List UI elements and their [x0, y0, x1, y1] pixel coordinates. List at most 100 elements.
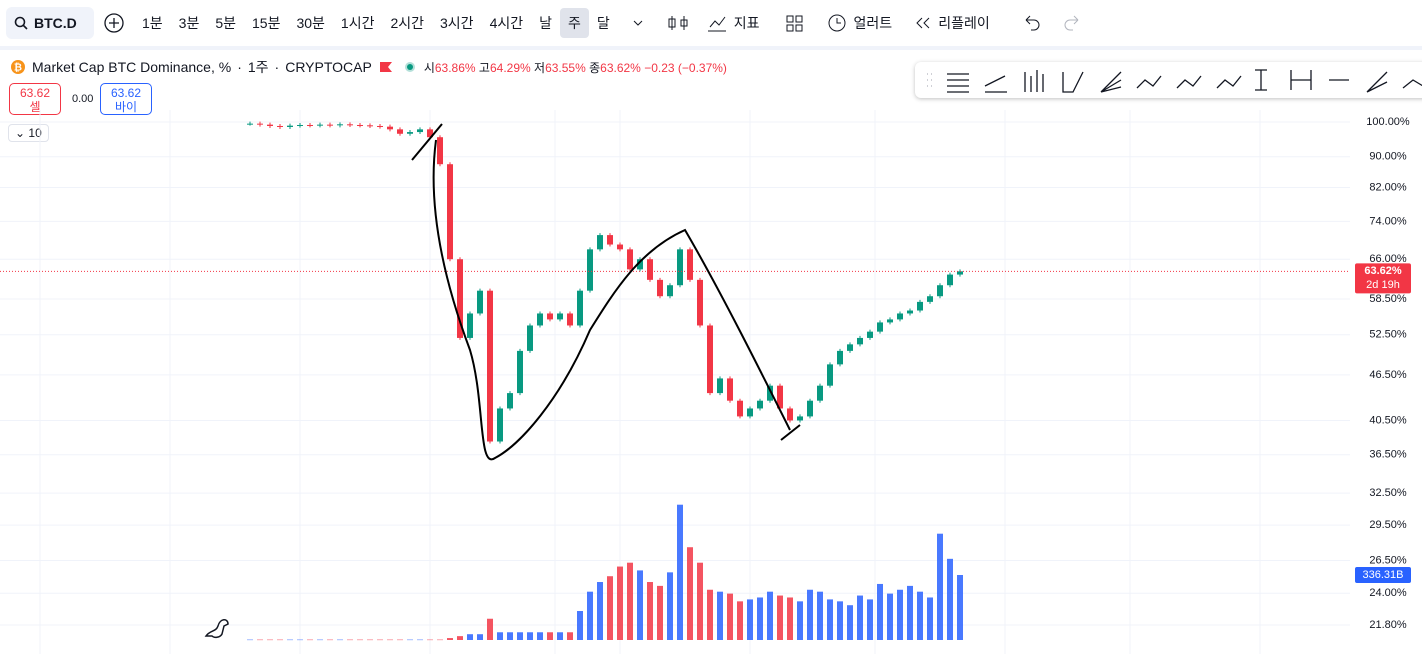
candle [587, 249, 593, 291]
volume-bar [627, 562, 633, 640]
countdown: 2d 19h [1366, 279, 1400, 291]
volume-bar [257, 639, 263, 641]
candle [647, 259, 653, 280]
candle [597, 235, 603, 250]
legend-interval: 1주 [247, 59, 269, 75]
candle [407, 132, 413, 134]
indicators[interactable]: 지표 [706, 13, 760, 33]
candle [777, 385, 783, 409]
interval[interactable]: 4시간 [489, 15, 524, 31]
candle [537, 313, 543, 326]
volume-bar [317, 639, 323, 641]
sell-button[interactable]: 63.62 셀 [9, 83, 61, 115]
legend-exchange: CRYPTOCAP [285, 59, 372, 75]
candle [677, 249, 683, 286]
interval[interactable]: 1분 [142, 15, 163, 31]
volume-bar [907, 585, 913, 640]
buy-label: 바이 [114, 100, 138, 114]
interval[interactable]: 3시간 [440, 15, 474, 31]
candle [447, 164, 453, 260]
buy-button[interactable]: 63.62 바이 [100, 83, 152, 115]
symbol: BTC.D [34, 15, 77, 31]
candle [247, 123, 253, 125]
btc-icon: ₿ [11, 60, 25, 74]
volume-bar [407, 639, 413, 641]
symbol-search[interactable]: BTC.D [6, 7, 94, 39]
v-grid [39, 110, 1261, 654]
candle [947, 274, 953, 286]
candle [757, 400, 763, 409]
volume-bar [857, 595, 863, 640]
collapse[interactable]: ⌄ 10 [8, 124, 49, 142]
chevron[interactable] [618, 8, 658, 38]
interval[interactable]: 2시간 [390, 15, 425, 31]
volume-bar [527, 632, 533, 640]
alert[interactable]: 얼러트 [826, 12, 892, 34]
collapse-count: 10 [28, 126, 42, 140]
volume-bar [397, 639, 403, 641]
volume-bar [797, 601, 803, 640]
volume-bar [437, 639, 443, 641]
candle [337, 124, 343, 126]
candle [487, 290, 493, 442]
interval[interactable]: 날 [539, 15, 552, 31]
volume-tag [1355, 566, 1411, 583]
candle [847, 344, 853, 351]
replay[interactable]: 리플레이 [914, 13, 990, 33]
candle [527, 325, 533, 351]
redo[interactable] [1052, 8, 1092, 38]
add-symbol[interactable] [94, 8, 134, 38]
volume-bar [507, 632, 513, 640]
candle [367, 125, 373, 127]
candle [437, 137, 443, 165]
candle [627, 249, 633, 270]
interval[interactable]: 달 [596, 15, 610, 31]
svg-text:₿: ₿ [14, 62, 22, 74]
interval[interactable]: 5분 [215, 15, 237, 31]
price-axis [1350, 50, 1422, 654]
toolbar: BTC.D 1분 3분 5분 15분 30분 1시간 2시간 3시간 4시간 날 주 달 지표 얼러트… [0, 0, 1422, 50]
interval[interactable]: 15분 [252, 15, 281, 31]
volume-bar [877, 583, 883, 640]
candle [857, 337, 863, 345]
volume-bar [377, 639, 383, 641]
drawing-tools[interactable] [915, 62, 1422, 98]
interval[interactable]: 1시간 [340, 15, 375, 31]
volume-bar [607, 576, 613, 640]
y-tick-label: 100.00% [1366, 116, 1410, 128]
volume-bar [487, 618, 493, 640]
candle [667, 285, 673, 297]
y-tick-label: 21.80% [1369, 619, 1407, 631]
chart-type[interactable] [658, 8, 698, 38]
volume-bar [617, 566, 623, 640]
volume-bar [897, 589, 903, 640]
interval[interactable]: 30분 [296, 15, 325, 31]
candle [767, 385, 773, 401]
layouts[interactable] [774, 8, 814, 38]
volume-bar [457, 636, 463, 640]
volume-bar [447, 638, 453, 640]
candle [267, 124, 273, 126]
undo[interactable] [1012, 8, 1052, 38]
k: 고 [478, 60, 490, 75]
candle [787, 408, 793, 421]
candle [697, 279, 703, 326]
candle [347, 124, 353, 126]
candle [957, 271, 963, 275]
volume-bar [837, 601, 843, 640]
interval[interactable]: 3분 [178, 15, 200, 31]
volume-bar [737, 601, 743, 640]
volume-tag-label: 336.31B [1363, 569, 1404, 581]
volume-bar [677, 504, 683, 640]
volume-bar [927, 597, 933, 640]
candle [707, 325, 713, 394]
candle [567, 313, 573, 326]
candle [547, 313, 553, 320]
volume-bar [247, 639, 253, 641]
volume-bar [467, 634, 473, 640]
interval[interactable]: 주 [560, 8, 589, 38]
volume-bar [787, 597, 793, 640]
drawing-toolbar [915, 62, 1422, 98]
volume-bar [807, 589, 813, 640]
candle [317, 124, 323, 126]
